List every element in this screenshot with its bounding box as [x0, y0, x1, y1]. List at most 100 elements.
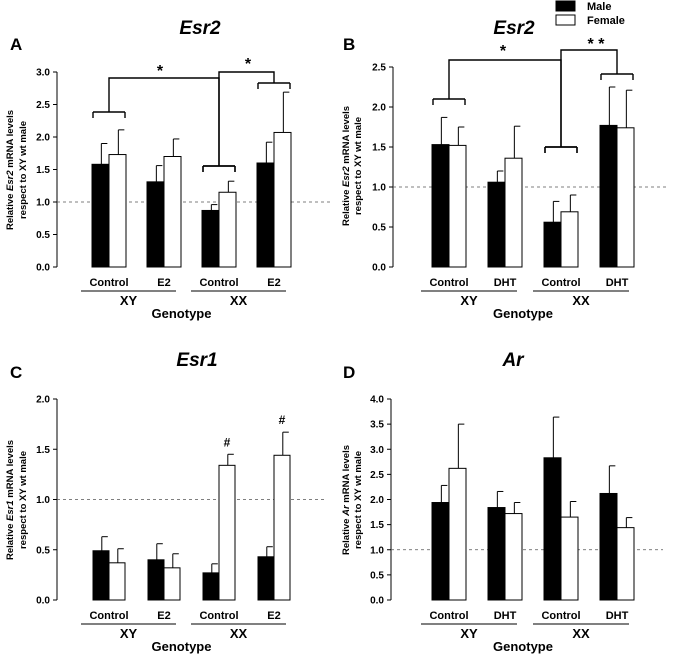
y-tick-label-a: 0.5: [36, 230, 50, 241]
bar-male-a: [91, 163, 110, 268]
y-axis-label-d: Relative Ar mRNA levels: [341, 445, 352, 555]
sig-connector-b: [448, 59, 562, 147]
y-tick-label-a: 2.0: [36, 133, 50, 144]
genotype-label-d: XX: [572, 626, 590, 641]
bar-female-c: [218, 464, 236, 601]
panel-c: C Esr1 0.0 0.5 1.0 1.5 2.0 Relative Esr1 mRNA…: [5, 350, 327, 654]
bar-male-b: [487, 181, 506, 268]
bar-male-b: [599, 124, 618, 268]
y-axis-label-line2-d: respect to XY wt male: [353, 451, 364, 549]
bar-female-c: [108, 562, 126, 601]
bar-female-d: [616, 527, 635, 601]
chart-title-d: Ar: [501, 350, 525, 371]
genotype-label-a: XX: [230, 293, 248, 308]
genotype-label-b: XX: [572, 293, 590, 308]
category-label-d: Control: [429, 610, 468, 622]
y-axis-label-a: Relative Esr2 mRNA levels: [5, 110, 16, 230]
bar-female-a: [108, 154, 127, 268]
sig-connector-b: [560, 49, 618, 147]
y-tick-label-b: 2.5: [372, 63, 386, 74]
y-tick-label-c: 0.5: [36, 545, 50, 556]
y-tick-label-d: 3.0: [370, 445, 384, 456]
y-tick-label-c: 0.0: [36, 596, 50, 607]
y-axis-label-b: Relative Esr2 mRNA levels: [341, 106, 352, 226]
significance-hash-c: #: [279, 413, 286, 427]
y-tick-label-a: 2.5: [36, 100, 50, 111]
legend: Male Female: [555, 0, 625, 27]
y-tick-label-d: 1.5: [370, 520, 384, 531]
y-axis-label-line2-a: respect to XY wt male: [18, 121, 29, 219]
category-label-a: Control: [199, 277, 238, 289]
y-tick-label-d: 2.0: [370, 495, 384, 506]
category-label-a: Control: [89, 277, 128, 289]
category-label-a: E2: [157, 277, 170, 289]
bar-male-c: [92, 550, 110, 601]
plot-area-a: 0.0 0.5 1.0 1.5 2.0 2.5 3.0 Relative Esr2 mRNA …: [5, 56, 333, 321]
legend-male-swatch: [555, 0, 576, 12]
y-tick-label-d: 0.0: [370, 596, 384, 607]
category-label-c: Control: [89, 610, 128, 622]
chart-title-c: Esr1: [176, 350, 217, 371]
panel-d: D Ar 0.0 0.5 1.0 1.5 2.0 2.5 3.0 3.5 4.0 Relative…: [341, 350, 663, 654]
category-label-b: Control: [541, 277, 580, 289]
y-tick-label-a: 0.0: [36, 263, 50, 274]
y-tick-label-c: 1.0: [36, 495, 50, 506]
y-axis-label-line2-c: respect to XY wt male: [18, 451, 29, 549]
panel-letter-d: D: [343, 363, 355, 382]
bar-male-d: [487, 507, 506, 601]
bar-female-c: [273, 454, 291, 601]
y-tick-label-b: 0.0: [372, 263, 386, 274]
bar-male-c: [257, 556, 275, 601]
significance-star-a: *: [245, 56, 252, 73]
x-axis-label-d: Genotype: [493, 639, 553, 654]
bar-female-b: [616, 127, 635, 268]
panel-letter-c: C: [10, 363, 22, 382]
plot-area-d: 0.0 0.5 1.0 1.5 2.0 2.5 3.0 3.5 4.0 Relative Ar m…: [341, 395, 663, 654]
bar-female-b: [504, 157, 523, 268]
y-tick-label-b: 0.5: [372, 223, 386, 234]
panel-a: A Esr2 0.0 0.5 1.0 1.5 2.0 2.5 3.0 Relative Esr…: [5, 18, 333, 321]
bar-female-d: [560, 516, 579, 601]
significance-star-b: *: [500, 43, 507, 60]
bar-male-d: [543, 457, 562, 601]
legend-male-label: Male: [587, 1, 611, 13]
y-tick-label-d: 4.0: [370, 395, 384, 406]
y-tick-label-d: 2.5: [370, 470, 384, 481]
bar-male-b: [431, 144, 450, 268]
category-label-d: DHT: [494, 610, 517, 622]
bar-female-a: [218, 191, 237, 268]
y-tick-label-d: 1.0: [370, 545, 384, 556]
y-axis-label-line2-b: respect to XY wt male: [353, 117, 364, 215]
bar-male-d: [431, 502, 450, 601]
bar-female-c: [163, 567, 181, 601]
genotype-label-c: XY: [120, 626, 138, 641]
panel-b: B Esr2 0.0 0.5 1.0 1.5 2.0 2.5 Relative Esr2 m…: [341, 18, 667, 321]
bar-male-c: [202, 572, 220, 601]
y-tick-label-d: 0.5: [370, 570, 384, 581]
y-axis-label-c: Relative Esr1 mRNA levels: [5, 440, 16, 560]
category-label-b: Control: [429, 277, 468, 289]
category-label-c: Control: [199, 610, 238, 622]
category-label-a: E2: [267, 277, 280, 289]
genotype-label-d: XY: [460, 626, 478, 641]
significance-hash-c: #: [224, 435, 231, 449]
genotype-label-a: XY: [120, 293, 138, 308]
plot-area-c: 0.0 0.5 1.0 1.5 2.0 Relative Esr1 mRNA levels…: [5, 395, 327, 654]
bar-female-a: [273, 131, 292, 268]
bar-male-b: [543, 221, 562, 268]
significance-star-b: * *: [588, 36, 606, 53]
category-label-b: DHT: [494, 277, 517, 289]
plot-area-b: 0.0 0.5 1.0 1.5 2.0 2.5 Relative Esr2 mRNA lev…: [341, 36, 667, 321]
bar-male-a: [256, 162, 275, 268]
panel-letter-a: A: [10, 35, 22, 54]
legend-female-label: Female: [587, 15, 625, 27]
y-tick-label-b: 2.0: [372, 103, 386, 114]
y-tick-label-c: 2.0: [36, 395, 50, 406]
bar-male-a: [146, 181, 165, 268]
y-tick-label-b: 1.0: [372, 183, 386, 194]
chart-title-b: Esr2: [493, 18, 535, 39]
bar-female-a: [163, 156, 182, 268]
category-label-c: E2: [157, 610, 170, 622]
y-tick-label-a: 1.5: [36, 165, 50, 176]
y-tick-label-d: 3.5: [370, 420, 384, 431]
